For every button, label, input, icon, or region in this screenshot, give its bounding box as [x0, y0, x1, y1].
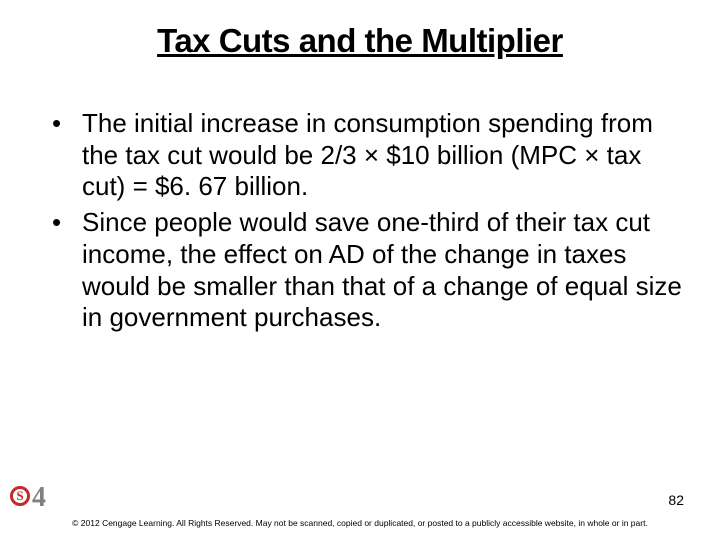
- publisher-logo: S 4: [10, 476, 50, 516]
- bullet-item: The initial increase in consumption spen…: [52, 108, 684, 203]
- logo-letter: S: [16, 488, 23, 504]
- logo-circle-icon: S: [10, 486, 30, 506]
- bullet-item: Since people would save one-third of the…: [52, 207, 684, 334]
- bullet-list: The initial increase in consumption spen…: [36, 108, 684, 334]
- copyright-text: © 2012 Cengage Learning. All Rights Rese…: [0, 518, 720, 528]
- logo-number: 4: [32, 482, 46, 514]
- slide-title: Tax Cuts and the Multiplier: [36, 22, 684, 60]
- page-number: 82: [668, 492, 684, 508]
- slide-container: Tax Cuts and the Multiplier The initial …: [0, 0, 720, 540]
